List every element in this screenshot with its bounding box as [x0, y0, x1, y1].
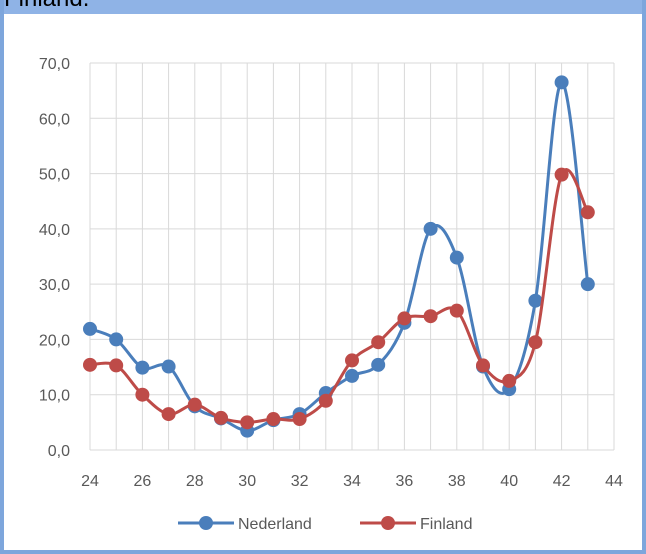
- nederland-data-point: [83, 321, 97, 336]
- y-tick-label: 20,0: [39, 332, 70, 349]
- x-tick-label: 34: [343, 473, 361, 490]
- y-axis-ticks: 0,0 10,0 20,0 30,0 40,0 50,0 60,0 70,0: [39, 56, 70, 460]
- x-tick-label: 26: [134, 473, 152, 490]
- x-tick-label: 36: [396, 473, 414, 490]
- nederland-data-point: [528, 293, 543, 308]
- legend: Nederland Finland: [178, 516, 472, 533]
- finland-data-point: [371, 335, 386, 350]
- nederland-legend-label: Nederland: [238, 516, 312, 533]
- finland-data-point: [240, 415, 255, 430]
- y-tick-label: 30,0: [39, 277, 70, 294]
- nederland-data-point: [449, 250, 464, 265]
- x-tick-label: 40: [500, 473, 518, 490]
- series-layer: [83, 75, 595, 438]
- nederland-data-point: [345, 368, 359, 383]
- x-tick-label: 42: [553, 473, 571, 490]
- x-tick-label: 38: [448, 473, 466, 490]
- x-tick-label: 32: [291, 473, 309, 490]
- nederland-data-point: [580, 277, 595, 292]
- title-banner-text: Finland.: [4, 0, 89, 11]
- nederland-data-point: [423, 221, 438, 236]
- x-axis-ticks: 24 26 28 30 32 34 36 38 40 42 44: [81, 473, 623, 490]
- title-banner: Finland.: [0, 0, 646, 14]
- finland-legend-label: Finland: [420, 516, 472, 533]
- finland-data-point: [266, 412, 281, 427]
- finland-data-point: [502, 373, 517, 388]
- finland-data-point: [476, 358, 490, 373]
- x-tick-label: 30: [238, 473, 256, 490]
- finland-data-point: [580, 205, 595, 220]
- finland-data-point: [423, 309, 438, 324]
- y-tick-label: 40,0: [39, 222, 70, 239]
- finland-data-point: [528, 335, 543, 350]
- x-tick-label: 44: [605, 473, 623, 490]
- x-tick-label: 28: [186, 473, 204, 490]
- finland-data-point: [83, 357, 97, 372]
- grid-lines: [89, 62, 615, 451]
- y-tick-label: 0,0: [48, 443, 70, 460]
- nederland-data-point: [135, 360, 150, 375]
- y-tick-label: 70,0: [39, 56, 70, 73]
- finland-data-point: [345, 353, 359, 368]
- finland-data-point: [135, 387, 150, 402]
- nederland-data-point: [554, 75, 569, 90]
- nederland-legend-marker: [199, 516, 213, 530]
- x-tick-label: 24: [81, 473, 99, 490]
- finland-legend-marker: [381, 516, 395, 530]
- finland-data-point: [554, 167, 569, 182]
- finland-data-point: [214, 410, 228, 425]
- y-tick-label: 10,0: [39, 388, 70, 405]
- y-tick-label: 60,0: [39, 111, 70, 128]
- nederland-data-point: [161, 359, 176, 374]
- y-tick-label: 50,0: [39, 167, 70, 184]
- finland-data-point: [397, 311, 412, 326]
- finland-data-point: [449, 303, 464, 318]
- finland-data-point: [318, 393, 333, 408]
- finland-data-point: [187, 397, 202, 412]
- finland-data-point: [109, 358, 124, 373]
- nederland-data-point: [371, 357, 386, 372]
- finland-data-point: [292, 412, 307, 427]
- nederland-data-point: [109, 332, 124, 347]
- finland-data-point: [161, 407, 176, 422]
